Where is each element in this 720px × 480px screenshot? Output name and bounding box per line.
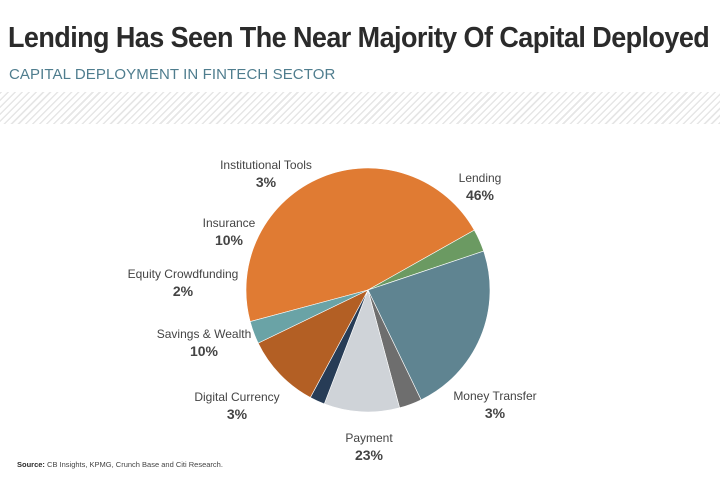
pie-slice-savings-wealth [323, 289, 400, 413]
slice-value-digital-currency: 3% [227, 406, 248, 422]
page-title: Lending Has Seen The Near Majority Of Ca… [8, 22, 710, 54]
slice-value-lending: 46% [466, 187, 495, 203]
chart-area: Lending 46% Money Transfer 3% Payment 23% Digi… [0, 124, 720, 480]
slice-label-money-transfer: Money Transfer [453, 389, 536, 403]
source-text: CB Insights, KPMG, Crunch Base and Citi … [44, 460, 223, 469]
slice-label-digital-currency: Digital Currency [194, 390, 279, 404]
page-subtitle: CAPITAL DEPLOYMENT IN FINTECH SECTOR [9, 66, 336, 83]
slice-label-lending: Lending [459, 171, 502, 185]
slice-value-payment: 23% [355, 447, 384, 463]
pie-slice-lending [245, 167, 475, 322]
slice-label-savings-wealth: Savings & Wealth [157, 327, 252, 341]
slice-value-institutional-tools: 3% [256, 174, 277, 190]
pie-chart: Lending 46% Money Transfer 3% Payment 23% Digi… [128, 158, 537, 463]
pie-slice-institutional-tools [249, 289, 369, 344]
pie-slice-insurance [257, 289, 369, 398]
slice-value-equity-crowdfunding: 2% [173, 283, 194, 299]
slice-value-insurance: 10% [215, 232, 244, 248]
source-note: Source: CB Insights, KPMG, Crunch Base a… [17, 460, 223, 469]
pie-slice-payment [367, 250, 491, 401]
hatched-divider [0, 92, 720, 124]
slice-label-insurance: Insurance [203, 216, 256, 230]
slice-label-equity-crowdfunding: Equity Crowdfunding [128, 267, 239, 281]
slice-value-money-transfer: 3% [485, 405, 506, 421]
slice-label-payment: Payment [345, 431, 393, 445]
slice-value-savings-wealth: 10% [190, 343, 219, 359]
source-prefix: Source: [17, 460, 45, 469]
slice-label-institutional-tools: Institutional Tools [220, 158, 312, 172]
